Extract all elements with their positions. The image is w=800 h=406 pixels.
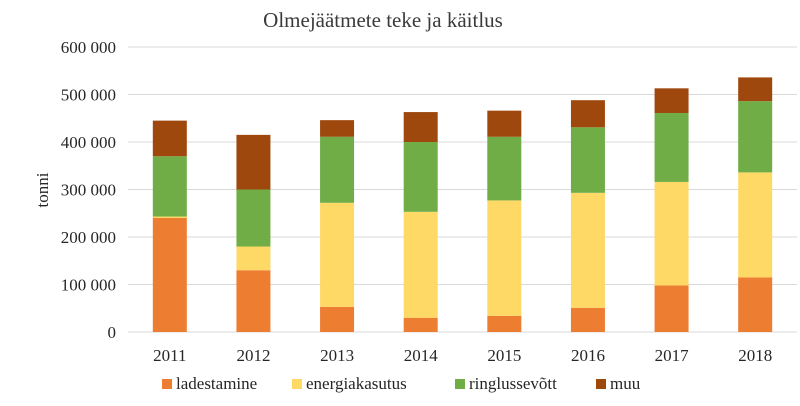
y-tick-label: 400 000 — [61, 133, 116, 152]
bar-segment — [152, 156, 187, 217]
bar-segment — [487, 315, 522, 332]
bar-segment — [570, 192, 605, 308]
x-axis-tick-labels: 2011 2012 2013 2014 2015 2016 2017 2018 — [153, 346, 772, 365]
x-tick-label: 2011 — [153, 346, 186, 365]
y-tick-label: 600 000 — [61, 38, 116, 57]
y-tick-label: 300 000 — [61, 181, 116, 200]
x-tick-label: 2013 — [320, 346, 354, 365]
bar-segment — [403, 112, 438, 142]
legend-label: muu — [610, 374, 641, 393]
bar-segment — [654, 113, 689, 182]
bar-segment — [654, 88, 689, 114]
bar-segment — [403, 317, 438, 332]
legend-swatch — [292, 379, 302, 389]
y-tick-label: 500 000 — [61, 86, 116, 105]
legend-swatch — [162, 379, 172, 389]
y-tick-label: 0 — [108, 323, 117, 342]
bar-segment — [654, 285, 689, 332]
legend-swatch — [596, 379, 606, 389]
bar-segment — [570, 127, 605, 193]
bar-segment — [654, 181, 689, 286]
legend-label: ringlussevõtt — [469, 374, 557, 393]
x-tick-label: 2014 — [404, 346, 439, 365]
bar-segment — [320, 202, 355, 307]
x-tick-label: 2016 — [571, 346, 605, 365]
bar-segment — [487, 136, 522, 201]
bar-segment — [320, 136, 355, 203]
bar-segment — [738, 172, 773, 278]
bar-segment — [236, 189, 271, 247]
bar-segment — [152, 120, 187, 157]
y-axis-tick-labels: 0 100 000 200 000 300 000 400 000 500 000 600 … — [61, 38, 116, 342]
bar-segment — [738, 277, 773, 332]
legend: ladestamine energiakasutus ringlussevõtt mu… — [162, 374, 641, 393]
y-tick-label: 100 000 — [61, 276, 116, 295]
bar-segment — [320, 306, 355, 332]
bar-segment — [738, 77, 773, 102]
legend-label: ladestamine — [176, 374, 257, 393]
bar-segment — [487, 110, 522, 137]
x-tick-label: 2018 — [738, 346, 772, 365]
chart-title: Olmejäätmete teke ja käitlus — [263, 8, 503, 32]
bar-segment — [570, 307, 605, 332]
bar-segment — [570, 100, 605, 128]
bar-segment — [152, 218, 187, 332]
bar-segment — [403, 211, 438, 318]
bar-segment — [236, 246, 271, 271]
y-tick-label: 200 000 — [61, 228, 116, 247]
bar-segment — [152, 216, 187, 218]
x-tick-label: 2015 — [487, 346, 521, 365]
bar-segment — [403, 142, 438, 212]
x-tick-label: 2012 — [236, 346, 270, 365]
bar-segment — [487, 200, 522, 316]
x-tick-label: 2017 — [655, 346, 690, 365]
legend-label: energiakasutus — [306, 374, 407, 393]
gridlines — [128, 46, 797, 333]
bars — [152, 77, 773, 332]
bar-segment — [738, 101, 773, 173]
bar-segment — [236, 270, 271, 332]
legend-swatch — [455, 379, 465, 389]
bar-segment — [320, 120, 355, 137]
bar-segment — [236, 134, 271, 190]
y-axis-title: tonni — [33, 172, 52, 207]
